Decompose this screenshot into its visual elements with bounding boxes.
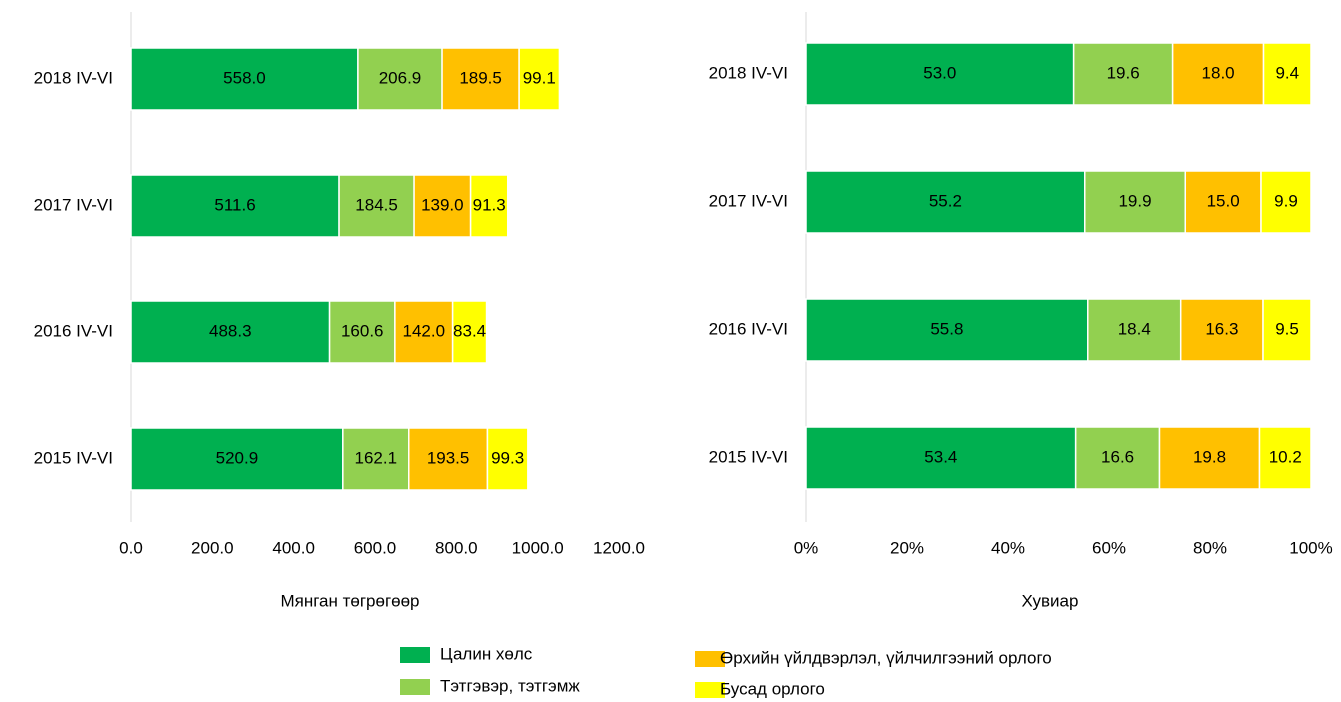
legend-swatch xyxy=(400,679,430,695)
data-label: 193.5 xyxy=(427,448,470,467)
data-label: 18.4 xyxy=(1118,319,1151,338)
data-label: 55.8 xyxy=(930,319,963,338)
y-tick-label: 2015 IV-VI xyxy=(709,447,788,466)
data-label: 99.1 xyxy=(523,68,556,87)
data-label: 15.0 xyxy=(1207,191,1240,210)
x-tick-label: 1200.0 xyxy=(593,538,645,557)
data-label: 55.2 xyxy=(929,191,962,210)
data-label: 19.8 xyxy=(1193,447,1226,466)
y-tick-label: 2015 IV-VI xyxy=(34,448,113,467)
data-label: 19.9 xyxy=(1118,191,1151,210)
legend-swatch xyxy=(400,647,430,663)
bar-segment xyxy=(518,47,561,111)
legend-swatch xyxy=(695,651,725,667)
bar-segment xyxy=(441,47,520,111)
x-tick-label: 1000.0 xyxy=(512,538,564,557)
bar-segment xyxy=(1179,298,1264,362)
data-label: 9.9 xyxy=(1274,191,1298,210)
bar-segment xyxy=(805,170,1086,234)
bar-segment xyxy=(1087,298,1182,362)
data-label: 488.3 xyxy=(209,321,252,340)
data-label: 142.0 xyxy=(402,321,445,340)
data-label: 511.6 xyxy=(214,195,255,214)
x-tick-label: 20% xyxy=(890,538,924,557)
legend-label: Өрхийн үйлдвэрлэл, үйлчилгээний орлого xyxy=(720,648,1052,667)
data-label: 139.0 xyxy=(421,195,464,214)
data-label: 9.4 xyxy=(1275,63,1299,82)
bar-segment xyxy=(328,300,396,364)
data-label: 189.5 xyxy=(459,68,502,87)
x-tick-label: 0% xyxy=(794,538,819,557)
data-label: 10.2 xyxy=(1269,447,1302,466)
legend-swatch xyxy=(695,682,725,698)
bar-segment xyxy=(342,427,410,491)
bar-segment xyxy=(408,427,489,491)
x-axis-label: Мянган төгрөгөөр xyxy=(280,591,419,610)
y-tick-label: 2018 IV-VI xyxy=(709,63,788,82)
bar-segment xyxy=(1262,42,1312,106)
bar-segment xyxy=(1258,426,1312,490)
x-tick-label: 40% xyxy=(991,538,1025,557)
data-label: 558.0 xyxy=(223,68,266,87)
data-label: 18.0 xyxy=(1202,63,1235,82)
y-tick-label: 2016 IV-VI xyxy=(709,319,788,338)
x-tick-label: 100% xyxy=(1289,538,1332,557)
bar-segment xyxy=(805,42,1075,106)
x-tick-label: 200.0 xyxy=(191,538,234,557)
bar-segment xyxy=(394,300,454,364)
bar-segment xyxy=(130,427,344,491)
x-tick-label: 60% xyxy=(1092,538,1126,557)
bar-segment xyxy=(1260,170,1312,234)
bar-segment xyxy=(130,300,331,364)
data-label: 53.0 xyxy=(923,63,956,82)
legend-label: Тэтгэвэр, тэтгэмж xyxy=(440,676,580,695)
y-tick-label: 2017 IV-VI xyxy=(709,191,788,210)
bar-segment xyxy=(486,427,529,491)
bar-segment xyxy=(338,174,415,238)
bar-segment xyxy=(357,47,443,111)
data-label: 160.6 xyxy=(341,321,384,340)
x-axis-label: Хувиар xyxy=(1022,591,1079,610)
data-label: 206.9 xyxy=(379,68,422,87)
data-label: 53.4 xyxy=(924,447,957,466)
x-tick-label: 600.0 xyxy=(354,538,397,557)
data-label: 19.6 xyxy=(1107,63,1140,82)
data-label: 91.3 xyxy=(473,195,506,214)
bar-segment xyxy=(469,174,509,238)
bar-segment xyxy=(1072,42,1174,106)
data-label: 520.9 xyxy=(216,448,259,467)
data-label: 162.1 xyxy=(355,448,398,467)
data-label: 184.5 xyxy=(355,195,398,214)
legend-label: Цалин хөлс xyxy=(440,644,533,663)
data-label: 16.3 xyxy=(1205,319,1238,338)
data-label: 99.3 xyxy=(491,448,524,467)
y-tick-label: 2016 IV-VI xyxy=(34,321,113,340)
data-label: 9.5 xyxy=(1275,319,1299,338)
x-tick-label: 0.0 xyxy=(119,538,143,557)
y-tick-label: 2017 IV-VI xyxy=(34,195,113,214)
x-tick-label: 400.0 xyxy=(272,538,315,557)
data-label: 16.6 xyxy=(1101,447,1134,466)
bar-segment xyxy=(1074,426,1161,490)
bar-segment xyxy=(1184,170,1262,234)
bar-segment xyxy=(1158,426,1261,490)
x-tick-label: 800.0 xyxy=(435,538,478,557)
bar-segment xyxy=(1084,170,1187,234)
x-tick-label: 80% xyxy=(1193,538,1227,557)
legend-label: Бусад орлого xyxy=(720,679,825,698)
data-label: 83.4 xyxy=(453,321,486,340)
bar-segment xyxy=(451,300,488,364)
bar-segment xyxy=(1262,298,1312,362)
y-tick-label: 2018 IV-VI xyxy=(34,68,113,87)
